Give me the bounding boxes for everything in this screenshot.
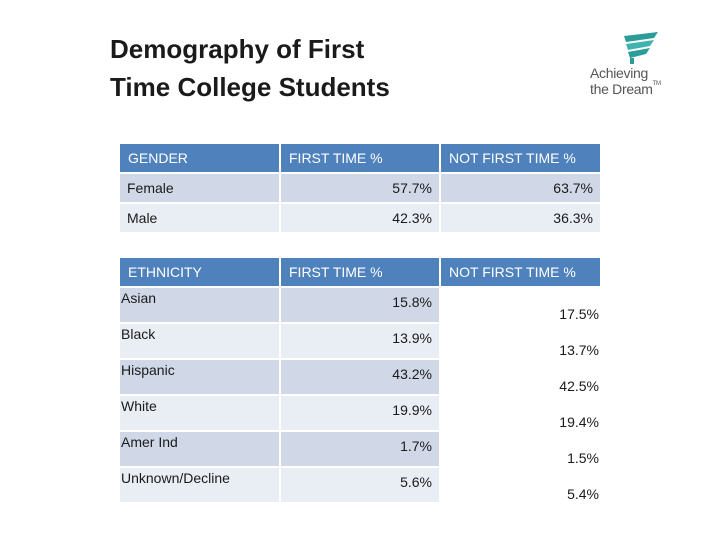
gender-table: GENDER FIRST TIME % NOT FIRST TIME % Fem… [120,144,600,234]
first-time-value: 13.9% [280,323,441,360]
first-time-value: 43.2% [280,359,441,396]
table-row: Unknown/Decline 5.6% 5.4% [120,467,600,504]
title-line-1: Demography of First [110,34,365,64]
row-label: Hispanic [120,359,281,396]
not-first-time-value: 1.5% [440,431,600,468]
not-first-time-value: 5.4% [440,467,600,504]
gender-table-header: GENDER FIRST TIME % NOT FIRST TIME % [120,144,600,174]
table-row: Amer Ind 1.7% 1.5% [120,431,600,468]
column-header-gender: GENDER [120,144,281,174]
row-label: Black [120,323,281,360]
ethnicity-table: ETHNICITY FIRST TIME % NOT FIRST TIME % … [120,258,600,504]
column-header-ethnicity: ETHNICITY [120,258,281,288]
column-header-first-time: FIRST TIME % [280,144,441,174]
first-time-value: 15.8% [280,287,441,324]
table-row: Male 42.3% 36.3% [120,203,600,234]
ethnicity-table-header: ETHNICITY FIRST TIME % NOT FIRST TIME % [120,258,600,288]
logo-text-the-dream: the Dream [590,81,653,97]
table-row: Asian 15.8% 17.5% [120,287,600,324]
first-time-value: 57.7% [280,173,441,204]
table-row: Black 13.9% 13.7% [120,323,600,360]
logo-mark-icon [624,32,658,64]
row-label: Amer Ind [120,431,281,468]
row-label: Male [120,203,281,234]
logo-text-line-1: Achieving [590,65,649,81]
not-first-time-value: 17.5% [440,287,600,324]
row-label: Female [120,173,281,204]
not-first-time-value: 36.3% [440,203,600,234]
table-row: Hispanic 43.2% 42.5% [120,359,600,396]
table-row: Female 57.7% 63.7% [120,173,600,204]
achieving-the-dream-logo: Achieving the DreamTM [586,30,676,100]
title-line-2: Time College Students [110,72,390,102]
logo-text-line-2: the DreamTM [590,81,661,97]
column-header-not-first-time: NOT FIRST TIME % [440,144,600,174]
first-time-value: 5.6% [280,467,441,504]
page-title: Demography of First Time College Student… [110,30,390,106]
first-time-value: 1.7% [280,431,441,468]
table-row: White 19.9% 19.4% [120,395,600,432]
not-first-time-value: 19.4% [440,395,600,432]
not-first-time-value: 63.7% [440,173,600,204]
column-header-first-time: FIRST TIME % [280,258,441,288]
not-first-time-value: 13.7% [440,323,600,360]
row-label: Asian [120,287,281,324]
not-first-time-value: 42.5% [440,359,600,396]
first-time-value: 19.9% [280,395,441,432]
first-time-value: 42.3% [280,203,441,234]
row-label: White [120,395,281,432]
row-label: Unknown/Decline [120,467,281,504]
logo-trademark: TM [652,81,661,87]
column-header-not-first-time: NOT FIRST TIME % [440,258,600,288]
